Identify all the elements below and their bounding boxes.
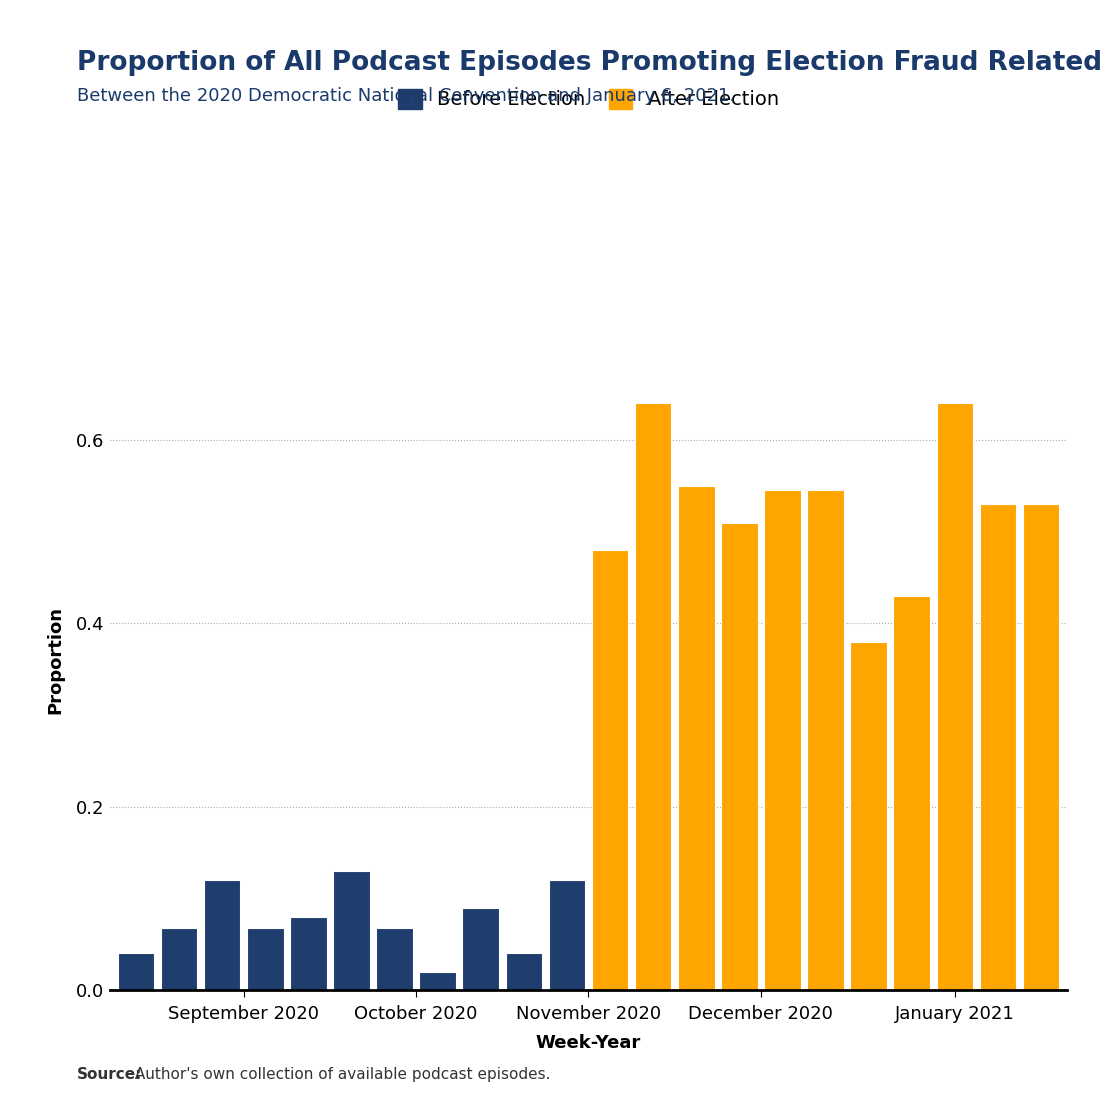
Bar bbox=[246, 927, 284, 990]
Text: Source:: Source: bbox=[77, 1067, 142, 1082]
Bar bbox=[161, 927, 197, 990]
Bar bbox=[506, 954, 542, 990]
Bar bbox=[462, 908, 499, 990]
Bar bbox=[118, 954, 154, 990]
Bar bbox=[764, 491, 801, 990]
Bar bbox=[678, 486, 715, 990]
Bar bbox=[807, 491, 844, 990]
Y-axis label: Proportion: Proportion bbox=[47, 606, 65, 714]
Text: Author's own collection of available podcast episodes.: Author's own collection of available pod… bbox=[130, 1067, 550, 1082]
Legend: Before Election, After Election: Before Election, After Election bbox=[398, 89, 779, 110]
Bar bbox=[204, 880, 241, 990]
Bar bbox=[290, 916, 327, 990]
Bar bbox=[635, 404, 671, 990]
Bar bbox=[592, 550, 628, 990]
Bar bbox=[1023, 504, 1059, 990]
Bar bbox=[549, 880, 585, 990]
X-axis label: Week-Year: Week-Year bbox=[536, 1034, 641, 1053]
Bar bbox=[850, 641, 887, 990]
Bar bbox=[419, 971, 455, 990]
Bar bbox=[936, 404, 974, 990]
Bar bbox=[333, 871, 370, 990]
Bar bbox=[980, 504, 1016, 990]
Text: Proportion of All Podcast Episodes Promoting Election Fraud Related Topic: Proportion of All Podcast Episodes Promo… bbox=[77, 50, 1100, 76]
Bar bbox=[376, 927, 412, 990]
Bar bbox=[893, 596, 931, 990]
Text: Between the 2020 Democratic National Convention and January 6, 2021.: Between the 2020 Democratic National Con… bbox=[77, 87, 735, 104]
Bar bbox=[722, 522, 758, 990]
